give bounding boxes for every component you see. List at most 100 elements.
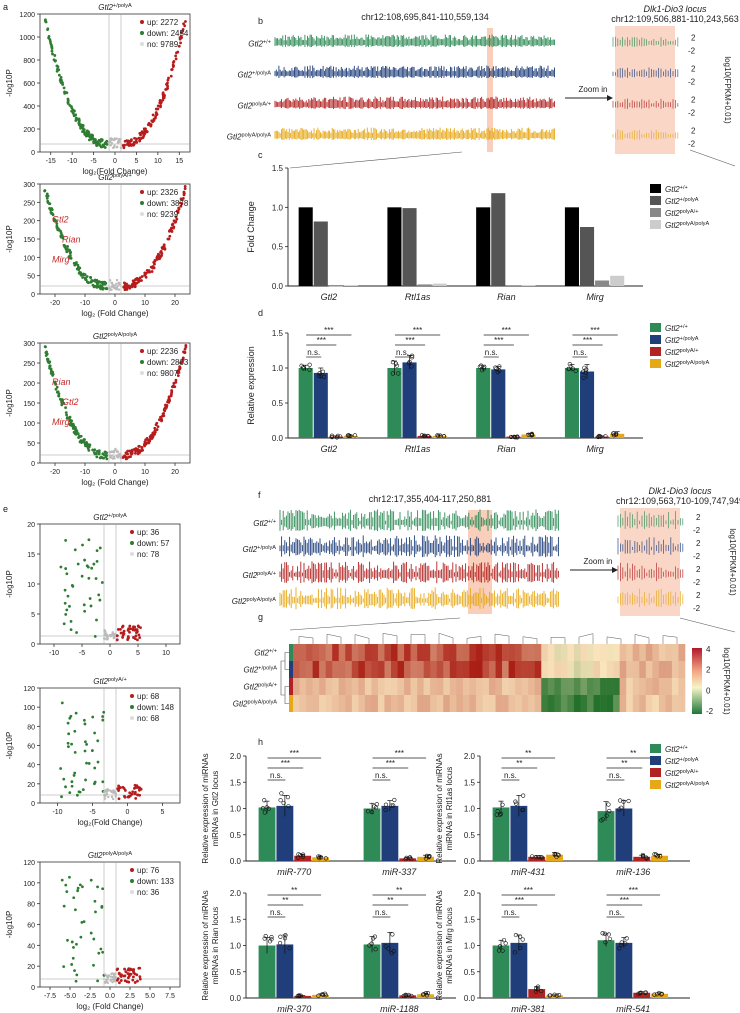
heatmap-cell <box>515 661 522 678</box>
significance-label: n.s. <box>270 771 283 780</box>
data-point <box>365 809 371 814</box>
data-point <box>298 993 303 998</box>
heatmap-cell <box>384 678 392 695</box>
volcano-point <box>93 780 97 784</box>
track-ylabel: log10(FPKM+0.01) <box>723 56 732 124</box>
bar <box>258 945 276 998</box>
significance-label: *** <box>281 759 290 768</box>
x-tick-label: -10 <box>52 809 62 816</box>
track-signal <box>279 587 684 610</box>
data-point <box>619 940 624 945</box>
volcano-point <box>80 920 84 924</box>
volcano-point <box>57 228 61 232</box>
volcano-point <box>44 345 47 349</box>
heatmap-cell <box>560 661 568 678</box>
x-tick-label: -10 <box>80 300 90 307</box>
volcano-point <box>177 206 181 210</box>
dendrogram-branch <box>382 633 398 644</box>
volcano-point <box>107 141 111 144</box>
volcano-point <box>127 143 131 147</box>
y-tick-label: 1000 <box>19 35 35 42</box>
legend-swatch <box>650 184 661 193</box>
data-point <box>659 991 664 996</box>
data-point <box>607 936 612 942</box>
legend-up: up: 68 <box>137 692 160 701</box>
heatmap-cell <box>462 678 470 695</box>
y-tick-label: 0 <box>31 642 35 649</box>
bar <box>328 286 343 287</box>
volcano-point <box>118 281 121 285</box>
volcano-point <box>96 760 100 764</box>
volcano-point <box>103 980 107 984</box>
volcano-point <box>74 116 78 120</box>
volcano-point <box>76 562 80 566</box>
heatmap-cell <box>613 661 620 678</box>
y-tick-label: 0.0 <box>464 994 476 1003</box>
heatmap-cell <box>482 644 490 661</box>
volcano-point <box>123 794 126 798</box>
volcano-point <box>128 449 132 453</box>
heatmap-cell <box>293 661 300 678</box>
gene-label: Mirg <box>52 255 70 265</box>
volcano-point <box>68 256 72 260</box>
track-sample-label: Gtl2polyA/+ <box>243 571 277 580</box>
heatmap-cell <box>639 695 647 712</box>
volcano-point <box>136 638 139 642</box>
volcano-point <box>83 438 86 442</box>
volcano-point <box>97 951 101 955</box>
volcano-title: Gtl2polyA/+ <box>98 173 132 182</box>
heatmap-cell <box>345 661 353 678</box>
significance-label: ** <box>387 896 393 905</box>
heatmap-cell <box>502 661 509 678</box>
volcano-point <box>58 397 62 401</box>
volcano-point <box>119 974 123 978</box>
volcano-point <box>167 395 171 399</box>
y-axis-label: -log10P <box>5 69 14 97</box>
volcano-point <box>166 400 170 404</box>
volcano-point <box>83 558 87 562</box>
volcano-point <box>134 447 138 450</box>
y-tick-label: 5 <box>31 612 35 619</box>
volcano-point <box>144 438 148 442</box>
volcano-point <box>68 875 71 879</box>
data-point <box>573 368 578 374</box>
data-point <box>617 807 622 812</box>
data-point <box>323 856 328 861</box>
volcano-point <box>175 370 179 374</box>
heatmap-cell <box>299 661 307 678</box>
x-axis-label: log₂(Fold Change) <box>83 167 148 176</box>
volcano-points <box>59 701 143 801</box>
legend-c-item: Gtl2+/polyA <box>665 197 699 206</box>
x-tick-label: -5 <box>90 158 96 165</box>
data-point <box>422 433 427 438</box>
heatmap-cell <box>652 644 660 661</box>
dendrogram-branch <box>298 636 314 644</box>
volcano-point <box>66 97 70 101</box>
heatmap-cell <box>469 695 477 712</box>
volcano-point <box>74 425 77 429</box>
data-point <box>391 949 396 954</box>
y-tick-label: 100 <box>23 421 35 428</box>
data-point <box>296 852 301 857</box>
locus-coords: chr12:109,563,710-109,747,949 <box>616 496 740 506</box>
locus-title: Dlk1-Dio3 locus <box>648 486 712 496</box>
volcano-point <box>76 263 80 267</box>
data-point <box>403 857 408 862</box>
dendrogram-branch <box>550 637 566 644</box>
data-point <box>643 990 648 995</box>
volcano-point <box>138 975 142 979</box>
volcano-point <box>161 98 165 102</box>
significance-label: n.s. <box>609 771 622 780</box>
category-label: miR-136 <box>616 867 650 877</box>
volcano-point <box>77 790 81 794</box>
heatmap-cell <box>600 695 607 712</box>
heatmap-cell <box>632 661 640 678</box>
volcano-point <box>163 247 167 250</box>
legend-no: no: 9239 <box>147 210 179 219</box>
y-tick-label: 0 <box>31 801 35 808</box>
heatmap-cell <box>554 695 562 712</box>
significance-label: ** <box>396 886 402 895</box>
volcano-point <box>45 192 49 196</box>
volcano-point <box>140 279 143 282</box>
data-point <box>297 993 303 999</box>
